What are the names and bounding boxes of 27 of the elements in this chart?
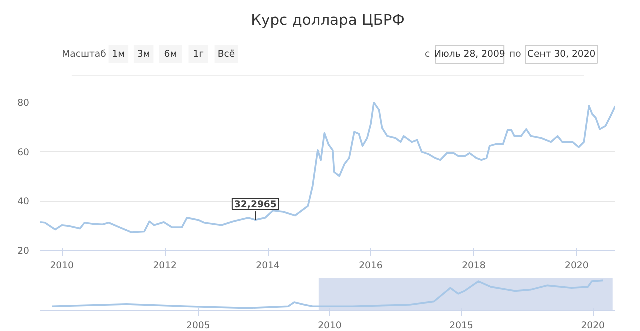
- x-tick-label: 2012: [153, 260, 177, 272]
- y-tick-label: 80: [18, 98, 30, 109]
- text: по: [509, 49, 522, 60]
- x-tick-label: 2014: [256, 260, 280, 272]
- text: Масштаб: [62, 49, 107, 60]
- text: 1м: [112, 49, 126, 60]
- x-tick-label: 2020: [581, 320, 606, 331]
- text: 6м: [164, 49, 178, 60]
- x-tick-label: 2020: [565, 260, 589, 272]
- x-tick-label: 2010: [318, 320, 342, 331]
- text: 3м: [137, 49, 150, 60]
- x-tick-label: 2018: [462, 260, 486, 272]
- y-tick-label: 20: [18, 246, 30, 257]
- y-tick-label: 40: [18, 196, 30, 208]
- x-tick-label: 2005: [186, 320, 210, 331]
- text: Всё: [218, 49, 236, 60]
- x-tick-label: 2015: [450, 320, 474, 331]
- chart-title: Курс доллара ЦБРФ: [251, 12, 405, 29]
- y-tick-label: 60: [18, 147, 30, 158]
- text: с: [425, 49, 430, 60]
- x-tick-label: 2016: [359, 260, 383, 272]
- text: Сент 30, 2020: [527, 49, 596, 60]
- annotation: 32,2965: [234, 200, 277, 211]
- text: 1г: [193, 49, 204, 60]
- text: Июль 28, 2009: [434, 49, 506, 60]
- x-tick-label: 2010: [50, 260, 74, 272]
- line-series: [40, 102, 616, 234]
